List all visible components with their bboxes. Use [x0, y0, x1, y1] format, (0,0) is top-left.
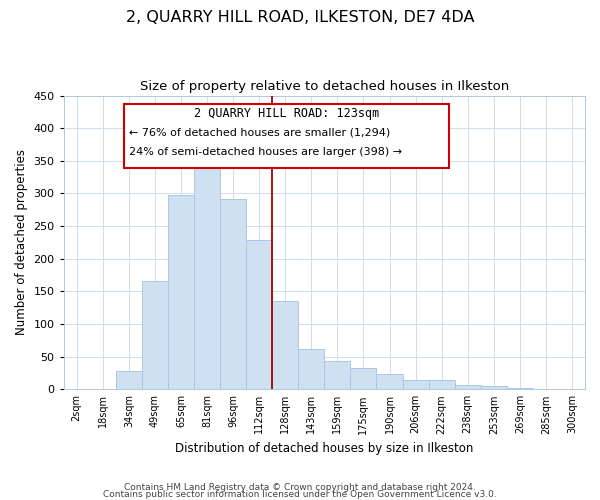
Bar: [507, 388, 533, 390]
Bar: [194, 148, 220, 390]
Text: 24% of semi-detached houses are larger (398) →: 24% of semi-detached houses are larger (…: [129, 148, 402, 158]
Bar: [481, 386, 507, 390]
Text: ← 76% of detached houses are smaller (1,294): ← 76% of detached houses are smaller (1,…: [129, 128, 390, 138]
Bar: [116, 371, 142, 390]
Bar: [350, 368, 376, 390]
Text: Contains HM Land Registry data © Crown copyright and database right 2024.: Contains HM Land Registry data © Crown c…: [124, 484, 476, 492]
Bar: [220, 200, 246, 390]
X-axis label: Distribution of detached houses by size in Ilkeston: Distribution of detached houses by size …: [175, 442, 473, 455]
Bar: [325, 361, 350, 390]
Bar: [298, 349, 325, 390]
Text: 2 QUARRY HILL ROAD: 123sqm: 2 QUARRY HILL ROAD: 123sqm: [194, 108, 379, 120]
Bar: [428, 380, 455, 390]
Bar: [168, 196, 194, 390]
Text: Contains public sector information licensed under the Open Government Licence v3: Contains public sector information licen…: [103, 490, 497, 499]
Bar: [455, 384, 481, 390]
Bar: [246, 240, 272, 390]
Title: Size of property relative to detached houses in Ilkeston: Size of property relative to detached ho…: [140, 80, 509, 93]
Y-axis label: Number of detached properties: Number of detached properties: [15, 150, 28, 336]
FancyBboxPatch shape: [124, 104, 449, 168]
Bar: [403, 380, 428, 390]
Bar: [272, 300, 298, 390]
Text: 2, QUARRY HILL ROAD, ILKESTON, DE7 4DA: 2, QUARRY HILL ROAD, ILKESTON, DE7 4DA: [126, 10, 474, 25]
Bar: [142, 281, 168, 390]
Bar: [376, 374, 403, 390]
